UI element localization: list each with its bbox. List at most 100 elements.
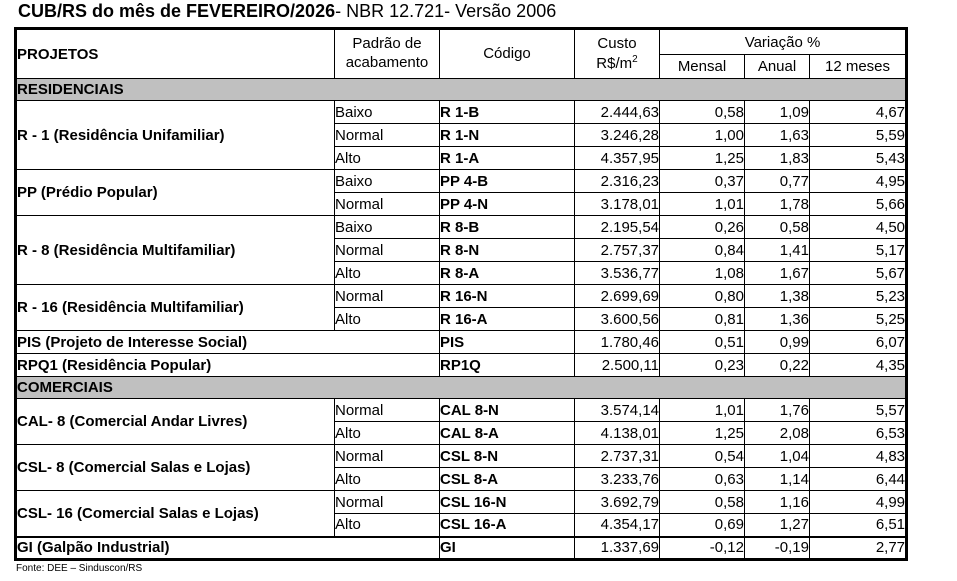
cell-anual: 0,58 <box>744 215 810 239</box>
cell-codigo: CAL 8-N <box>439 398 575 422</box>
cell-custo: 4.138,01 <box>574 421 660 445</box>
table-row: Alto CSL 8-A 3.233,76 0,63 1,14 6,44 <box>16 467 908 491</box>
cell-mensal: 0,80 <box>659 284 745 308</box>
cell-custo: 3.600,56 <box>574 307 660 331</box>
cell-codigo: R 1-N <box>439 123 575 147</box>
project-label: R - 1 (Residência Unifamiliar) <box>15 100 335 170</box>
header-12meses: 12 meses <box>808 54 908 79</box>
cell-12meses: 6,44 <box>808 467 908 491</box>
cell-12meses: 5,43 <box>808 146 908 170</box>
cell-custo: 3.178,01 <box>574 192 660 216</box>
cell-12meses: 4,50 <box>808 215 908 239</box>
cell-12meses: 4,67 <box>808 100 908 124</box>
header-codigo: Código <box>439 28 575 79</box>
cell-anual: -0,19 <box>744 535 810 560</box>
header-custo: Custo R$/m2 <box>574 28 660 79</box>
header-variacao: Variação % <box>658 28 908 55</box>
project-label: CAL- 8 (Comercial Andar Livres) <box>15 398 335 445</box>
header-mensal: Mensal <box>659 54 745 79</box>
cell-codigo: R 1-A <box>439 146 575 170</box>
cell-anual: 0,99 <box>744 330 810 354</box>
cell-custo: 2.316,23 <box>574 169 660 193</box>
cell-anual: 1,67 <box>744 261 810 285</box>
cell-custo: 2.500,11 <box>574 353 660 377</box>
table-row: Normal PP 4-N 3.178,01 1,01 1,78 5,66 <box>16 192 908 216</box>
table-row: R - 8 (Residência Multifamiliar) Baixo R 8… <box>15 215 908 285</box>
cell-custo: 2.444,63 <box>574 100 660 124</box>
project-label: RPQ1 (Residência Popular) <box>15 353 440 377</box>
table-row: R - 16 (Residência Multifamiliar) Normal R… <box>15 284 908 331</box>
cell-padrao: Normal <box>334 284 440 308</box>
table-row: Normal R 8-N 2.757,37 0,84 1,41 5,17 <box>16 238 908 262</box>
cell-anual: 1,76 <box>744 398 810 422</box>
cell-codigo: R 8-B <box>439 215 575 239</box>
cub-table: PROJETOS Padrão de acabamento Código Cust… <box>14 27 909 561</box>
project-label: CSL- 16 (Comercial Salas e Lojas) <box>15 490 335 537</box>
table-row: PIS (Projeto de Interesse Social) PIS 1.78… <box>15 330 908 354</box>
page-title: CUB/RS do mês de FEVEREIRO/2026- NBR 12.… <box>18 1 556 22</box>
cell-anual: 1,63 <box>744 123 810 147</box>
cell-custo: 1.780,46 <box>574 330 660 354</box>
cell-mensal: 0,54 <box>659 444 745 468</box>
project-label: PP (Prédio Popular) <box>15 169 335 216</box>
cell-padrao: Alto <box>334 146 440 170</box>
table-row: Alto R 1-A 4.357,95 1,25 1,83 5,43 <box>16 146 908 170</box>
cell-anual: 2,08 <box>744 421 810 445</box>
cell-custo: 3.233,76 <box>574 467 660 491</box>
cell-mensal: 1,01 <box>659 398 745 422</box>
table-row: Normal R 1-N 3.246,28 1,00 1,63 5,59 <box>16 123 908 147</box>
table-row: CAL- 8 (Comercial Andar Livres) Normal CAL… <box>15 398 908 445</box>
table-body: RESIDENCIAIS R - 1 (Residência Unifamilia… <box>14 78 908 560</box>
cell-anual: 0,22 <box>744 353 810 377</box>
table-row: Alto R 8-A 3.536,77 1,08 1,67 5,67 <box>16 261 908 285</box>
source-note: Fonte: DEE – Sinduscon/RS <box>16 563 143 574</box>
table-row: R - 1 (Residência Unifamiliar) Baixo R 1-B… <box>15 100 908 170</box>
cell-padrao: Normal <box>334 238 440 262</box>
cell-anual: 1,36 <box>744 307 810 331</box>
cell-custo: 2.699,69 <box>574 284 660 308</box>
cell-custo: 3.692,79 <box>574 490 660 514</box>
cell-mensal: 1,08 <box>659 261 745 285</box>
cell-12meses: 6,07 <box>808 330 908 354</box>
cell-anual: 1,09 <box>744 100 810 124</box>
project-label: R - 16 (Residência Multifamiliar) <box>15 284 335 331</box>
cell-padrao: Normal <box>334 444 440 468</box>
cell-padrao: Normal <box>334 192 440 216</box>
project-label: PIS (Projeto de Interesse Social) <box>15 330 440 354</box>
page-title-regular: - NBR 12.721- Versão 2006 <box>335 1 557 21</box>
cell-anual: 0,77 <box>744 169 810 193</box>
cell-padrao: Alto <box>334 307 440 331</box>
cell-12meses: 5,17 <box>808 238 908 262</box>
cell-custo: 3.246,28 <box>574 123 660 147</box>
header-anual: Anual <box>744 54 810 79</box>
cell-12meses: 5,67 <box>808 261 908 285</box>
cell-codigo: PP 4-B <box>439 169 575 193</box>
cell-mensal: 1,00 <box>659 123 745 147</box>
cell-12meses: 5,25 <box>808 307 908 331</box>
header-projetos: PROJETOS <box>15 28 335 79</box>
cell-codigo: R 1-B <box>439 100 575 124</box>
cell-codigo: PP 4-N <box>439 192 575 216</box>
cell-mensal: 1,25 <box>659 146 745 170</box>
table-row: Alto CSL 16-A 4.354,17 0,69 1,27 6,51 <box>16 513 908 537</box>
table-row: GI (Galpão Industrial) GI 1.337,69 -0,12 -0,… <box>15 535 908 560</box>
cell-mensal: 0,81 <box>659 307 745 331</box>
cell-anual: 1,38 <box>744 284 810 308</box>
cell-mensal: -0,12 <box>659 535 745 560</box>
cell-custo: 2.195,54 <box>574 215 660 239</box>
table-row: PP (Prédio Popular) Baixo PP 4-B 2.316,23 0,… <box>15 169 908 216</box>
cell-codigo: CAL 8-A <box>439 421 575 445</box>
table-row: RPQ1 (Residência Popular) RP1Q 2.500,11 0,2… <box>15 353 908 377</box>
cell-12meses: 6,53 <box>808 421 908 445</box>
cell-custo: 2.737,31 <box>574 444 660 468</box>
cell-codigo: GI <box>439 535 575 560</box>
cell-codigo: CSL 8-N <box>439 444 575 468</box>
cell-custo: 4.357,95 <box>574 146 660 170</box>
cell-mensal: 0,69 <box>659 513 745 537</box>
cell-padrao: Baixo <box>334 100 440 124</box>
cell-custo: 1.337,69 <box>574 535 660 560</box>
cell-mensal: 1,25 <box>659 421 745 445</box>
cell-mensal: 1,01 <box>659 192 745 216</box>
cell-custo: 3.574,14 <box>574 398 660 422</box>
